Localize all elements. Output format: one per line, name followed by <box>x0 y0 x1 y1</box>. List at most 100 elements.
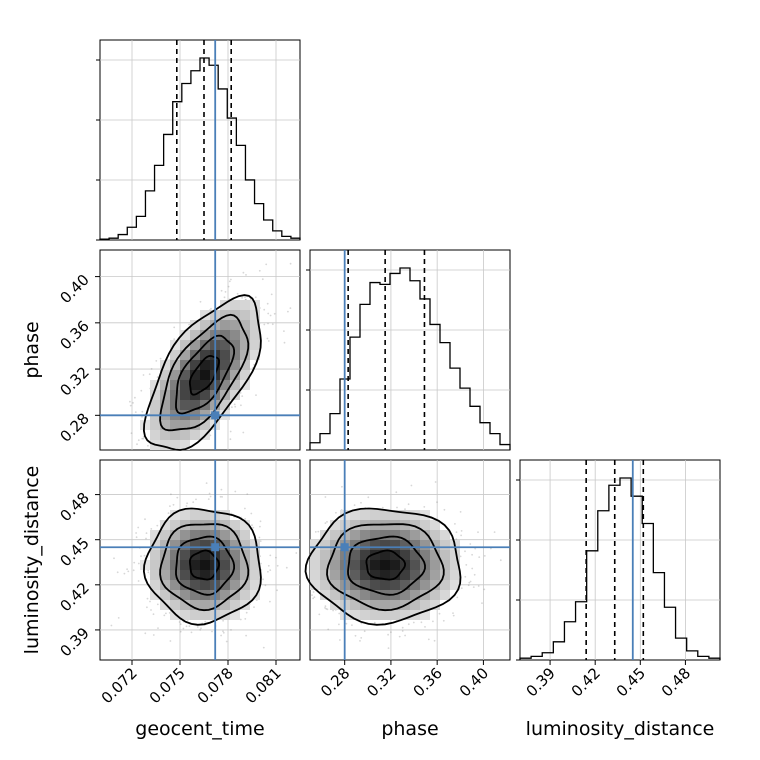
sample-point <box>210 307 212 310</box>
density-cell <box>150 420 160 430</box>
sample-point <box>137 439 140 442</box>
density-cell <box>450 560 460 570</box>
sample-point <box>471 553 473 556</box>
sample-point <box>465 564 468 566</box>
density-cell <box>190 580 200 590</box>
density-cell <box>320 590 330 600</box>
sample-point <box>163 614 166 617</box>
density-cell <box>160 560 170 570</box>
density-cell <box>420 590 430 600</box>
sample-point <box>269 554 272 557</box>
panel-frame <box>309 249 511 451</box>
sample-point <box>317 530 320 533</box>
density-cell <box>360 570 370 580</box>
sample-point <box>251 524 253 526</box>
sample-point <box>199 629 202 631</box>
sample-point <box>123 572 126 575</box>
sample-point <box>327 628 330 631</box>
sample-point <box>222 631 225 634</box>
contour-line <box>326 523 445 612</box>
density-cell <box>390 570 400 580</box>
sample-point <box>266 337 269 340</box>
sample-point <box>141 416 143 418</box>
density-cell <box>250 330 260 340</box>
sample-point <box>363 630 366 633</box>
x-tick-label: 0.36 <box>410 664 446 700</box>
density-cell <box>350 530 360 540</box>
density-cell <box>440 530 450 540</box>
density-cell <box>170 420 180 430</box>
contour-line <box>188 354 220 396</box>
sample-point <box>192 501 195 504</box>
sample-point <box>126 568 128 571</box>
sample-point <box>269 569 272 571</box>
density-cell <box>190 510 200 520</box>
density-cell <box>400 590 410 600</box>
contour-line <box>188 549 220 581</box>
density-cell <box>200 390 210 400</box>
density-cell <box>250 340 260 350</box>
density-cell <box>170 520 180 530</box>
sample-point <box>433 639 436 642</box>
density-cell <box>170 370 180 380</box>
density-cell <box>400 540 410 550</box>
density-cell <box>430 530 440 540</box>
density-cell <box>370 560 380 570</box>
sample-point <box>266 302 269 305</box>
sample-point <box>142 374 145 376</box>
quantile-lines <box>347 250 426 450</box>
density-cell <box>240 340 250 350</box>
density-cell <box>220 310 230 320</box>
y-ticks <box>306 269 310 451</box>
sample-point <box>195 498 197 501</box>
density-cell <box>320 580 330 590</box>
sample-point <box>140 389 143 392</box>
density-cell <box>240 370 250 380</box>
sample-point <box>469 543 472 545</box>
density-cell <box>170 530 180 540</box>
histogram-step <box>519 477 721 660</box>
sample-point <box>245 634 248 637</box>
contour-line <box>304 507 462 626</box>
histogram <box>309 267 511 450</box>
sample-point <box>143 554 146 557</box>
density-cell <box>190 570 200 580</box>
sample-point <box>423 506 426 508</box>
sample-point <box>395 491 398 494</box>
x-axis-label-geocent-time: geocent_time <box>135 718 264 740</box>
density-cell <box>190 600 200 610</box>
density-cell <box>430 580 440 590</box>
sample-point <box>188 625 191 628</box>
sample-point <box>167 512 170 514</box>
histogram-step <box>309 267 511 450</box>
density-cell <box>180 580 190 590</box>
sample-point <box>275 556 277 559</box>
sample-point <box>149 600 151 603</box>
y-tick-label: 0.45 <box>56 534 92 570</box>
density-cell <box>420 570 430 580</box>
density-cell <box>250 310 260 320</box>
density-cell <box>430 570 440 580</box>
density-cell <box>400 510 410 520</box>
density-cell <box>170 540 180 550</box>
density-cell <box>180 430 190 440</box>
y-axis-label-luminosity-distance: luminosity_distance <box>21 466 43 655</box>
sample-point <box>239 392 242 394</box>
density-cell <box>230 380 240 390</box>
sample-point <box>456 596 459 599</box>
sample-point <box>351 624 353 626</box>
truth-marker <box>100 250 300 450</box>
density-cell <box>180 560 190 570</box>
sample-point <box>242 271 245 274</box>
sample-point <box>245 274 247 276</box>
sample-point <box>132 402 134 404</box>
density-cell <box>310 540 320 550</box>
sample-point <box>412 621 415 624</box>
density-cell <box>200 530 210 540</box>
sample-point <box>173 326 176 329</box>
sample-point <box>345 622 348 625</box>
density-cell <box>230 330 240 340</box>
sample-point <box>219 495 222 498</box>
sample-point <box>471 567 474 570</box>
density-cell <box>170 360 180 370</box>
